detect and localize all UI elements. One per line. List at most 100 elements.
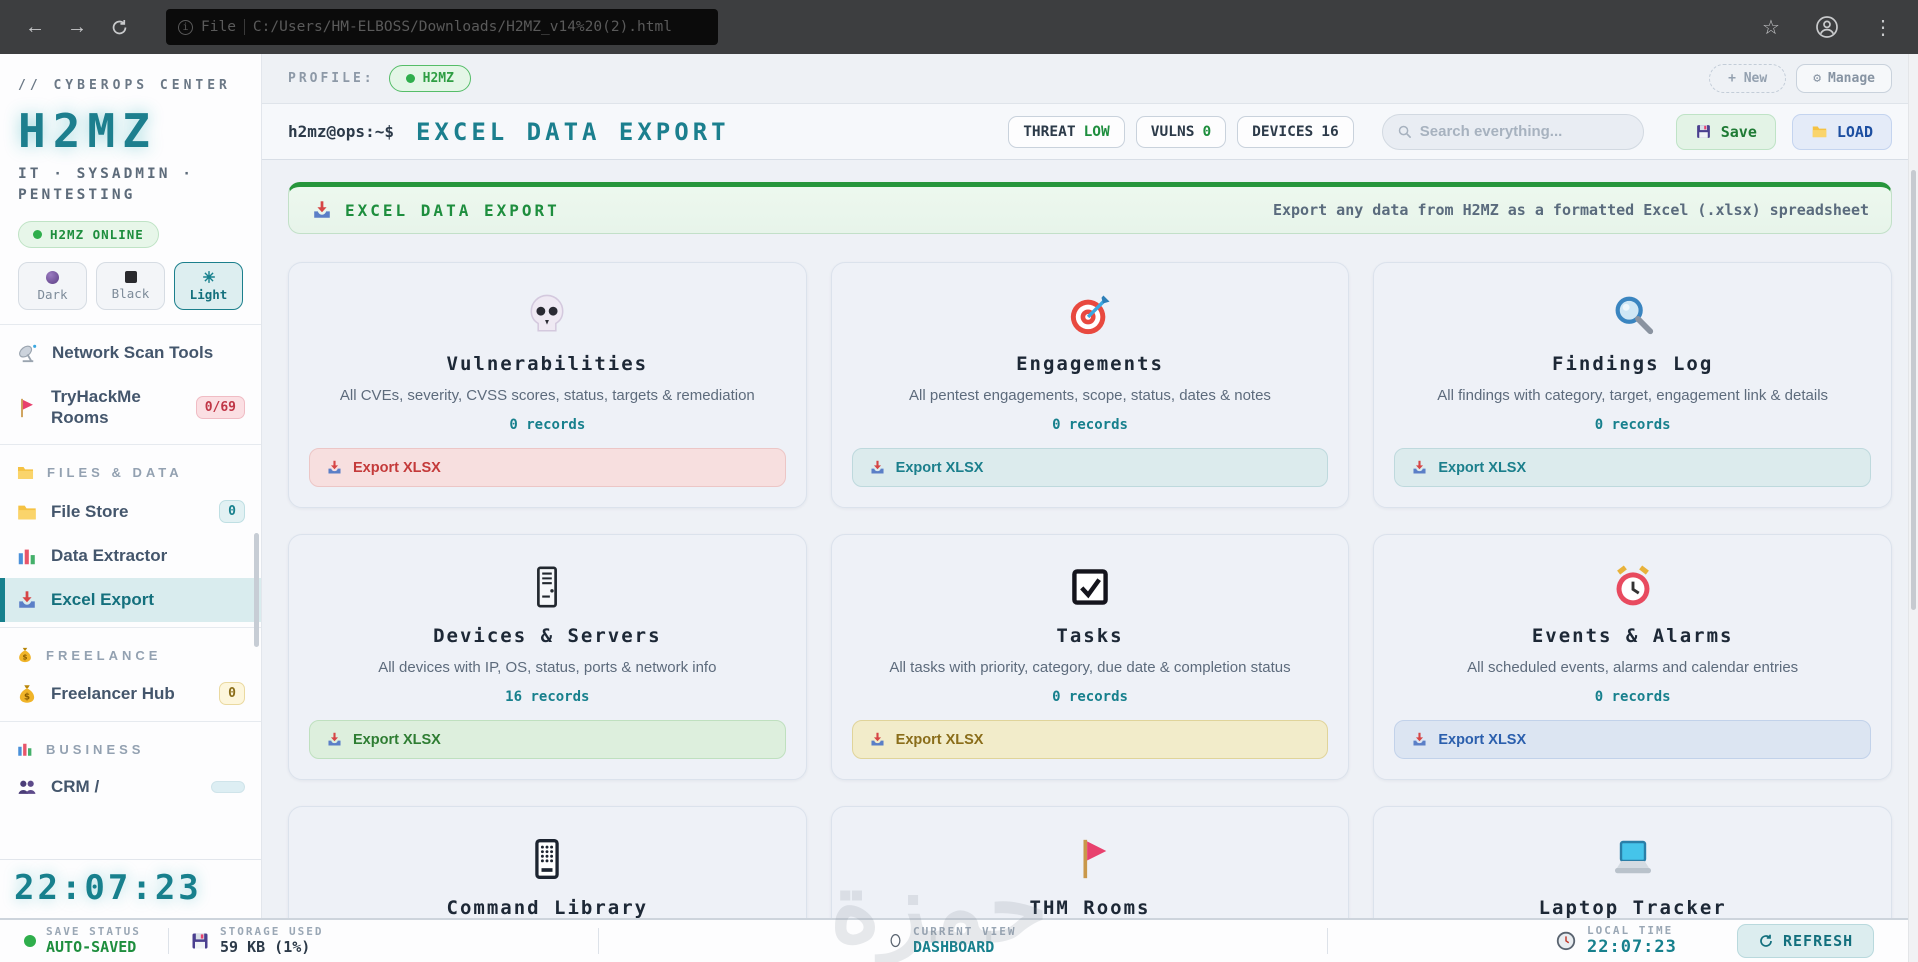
local-time: LOCAL TIME 22:07:23 [1555,923,1677,957]
current-view-label: CURRENT VIEW [913,925,1017,939]
sidebar-nav: Network Scan Tools TryHackMe Rooms 0/69 … [0,324,261,815]
current-view: CURRENT VIEW DASHBOARD [888,925,1017,956]
card-title: Devices & Servers [433,625,662,647]
window-scrollbar[interactable] [1908,54,1918,962]
keypad-icon [309,833,786,885]
save-status-label: SAVE STATUS [46,925,141,939]
view-ring-icon [890,934,901,948]
sidebar-item-label: TryHackMe Rooms [51,387,141,427]
sidebar-item-network-scan-tools[interactable]: Network Scan Tools [0,331,261,376]
sidebar-item-label: Excel Export [51,590,154,610]
sidebar-scrollbar[interactable] [254,533,259,647]
scrollbar-thumb[interactable] [1911,170,1916,610]
card-description: All CVEs, severity, CVSS scores, status,… [339,387,755,404]
browser-profile-icon[interactable] [1810,10,1844,44]
main-area: PROFILE: H2MZ + New ⚙ Manage h2mz@ops:~$… [262,54,1918,962]
download-icon [1413,460,1426,474]
clock-icon [1556,931,1576,951]
satellite-icon [19,344,37,363]
checkbox-icon [852,561,1329,613]
folder-icon [1812,126,1827,138]
sidebar-item-excel-export[interactable]: Excel Export [0,578,261,623]
sidebar-item-data-extractor[interactable]: Data Extractor [0,534,261,578]
export-tasks-button[interactable]: Export XLSX [851,720,1329,759]
load-button[interactable]: LOAD [1791,113,1892,150]
sidebar-item-label: CRM / [51,777,100,797]
theme-switcher: Dark Black Light [18,262,243,310]
laptop-icon [1394,833,1871,885]
sidebar-item-freelancer-hub[interactable]: $ Freelancer Hub 0 [0,671,261,716]
card-record-count: 0 records [1052,417,1128,433]
online-status-badge: H2MZ ONLINE [18,221,159,248]
bar-chart-icon [18,744,32,757]
sidebar-item-label: File Store [51,501,129,521]
light-theme-icon [202,271,215,283]
theme-light-button[interactable]: Light [174,262,243,310]
search-icon [1398,125,1411,138]
terminal-prompt: h2mz@ops:~$ [288,122,394,141]
alarm-clock-icon [1394,561,1871,613]
vulns-chip: VULNS 0 [1135,115,1227,148]
card-title: Command Library [446,897,649,919]
card-description: All devices with IP, OS, status, ports &… [378,659,717,676]
flag-icon [852,833,1329,885]
sidebar-item-label: Data Extractor [51,546,168,566]
card-record-count: 0 records [509,417,586,433]
storage-value: 59 KB (1%) [220,937,311,956]
current-view-value: DASHBOARD [913,937,995,956]
card-title: Events & Alarms [1531,625,1734,647]
banner-subtitle: Export any data from H2MZ as a formatted… [1272,201,1869,219]
card-title: THM Rooms [1029,897,1151,919]
card-record-count: 0 records [1594,417,1671,433]
sidebar-item-file-store[interactable]: File Store 0 [0,489,261,534]
svg-text:$: $ [23,653,28,662]
devices-chip: DEVICES 16 [1237,115,1354,148]
download-icon [871,732,884,746]
skull-icon [309,289,786,341]
save-status: SAVE STATUS AUTO-SAVED [24,925,141,956]
theme-black-button[interactable]: Black [96,262,165,310]
thm-progress-badge: 0/69 [195,396,245,420]
theme-dark-button[interactable]: Dark [18,262,87,310]
export-vulnerabilities-button[interactable]: Export XLSX [309,448,786,487]
sidebar-section-freelance: $ FREELANCE [0,633,261,671]
card-title: Engagements [1016,353,1164,375]
browser-menu-icon[interactable]: ⋮ [1873,16,1893,39]
bookmark-star-icon[interactable]: ☆ [1762,16,1780,39]
sidebar-item-tryhackme-rooms[interactable]: TryHackMe Rooms 0/69 [0,376,261,439]
save-button[interactable]: Save [1675,113,1776,150]
browser-toolbar: ← → i File C:/Users/HM-ELBOSS/Downloads/… [0,0,1918,54]
freelancer-count-badge: 0 [219,682,245,706]
export-events-button[interactable]: Export XLSX [1394,720,1871,759]
browser-back-icon[interactable]: ← [25,15,45,38]
sidebar-item-crm[interactable]: CRM / [0,765,261,809]
search-input[interactable] [1419,123,1629,140]
active-profile-pill[interactable]: H2MZ [388,65,471,92]
sidebar-item-label: Freelancer Hub [51,683,175,703]
people-icon [18,781,36,795]
page-info-icon[interactable]: i [178,19,193,35]
download-icon [871,460,884,474]
card-vulnerabilities: Vulnerabilities All CVEs, severity, CVSS… [288,262,807,508]
file-store-count-badge: 0 [219,500,245,524]
download-icon [19,591,35,609]
export-devices-button[interactable]: Export XLSX [309,720,786,759]
app-logo: H2MZ [18,103,157,158]
export-findings-button[interactable]: Export XLSX [1394,448,1871,487]
target-icon [852,289,1329,341]
global-search [1381,113,1644,150]
address-bar[interactable]: i File C:/Users/HM-ELBOSS/Downloads/H2MZ… [166,9,718,45]
threat-chip: THREAT LOW [1008,115,1125,148]
export-banner: EXCEL DATA EXPORT Export any data from H… [288,182,1892,234]
local-time-label: LOCAL TIME [1587,923,1674,937]
card-title: Vulnerabilities [446,353,649,375]
money-bag-icon: $ [19,648,31,663]
new-profile-button[interactable]: + New [1709,64,1787,93]
card-tasks: Tasks All tasks with priority, category,… [830,534,1350,780]
manage-profiles-button[interactable]: ⚙ Manage [1796,64,1892,93]
refresh-button[interactable]: REFRESH [1737,924,1875,958]
export-engagements-button[interactable]: Export XLSX [851,448,1329,487]
browser-refresh-icon[interactable] [102,10,136,44]
browser-forward-icon[interactable]: → [67,15,87,38]
clock-display: 22:07:23 [14,868,202,908]
